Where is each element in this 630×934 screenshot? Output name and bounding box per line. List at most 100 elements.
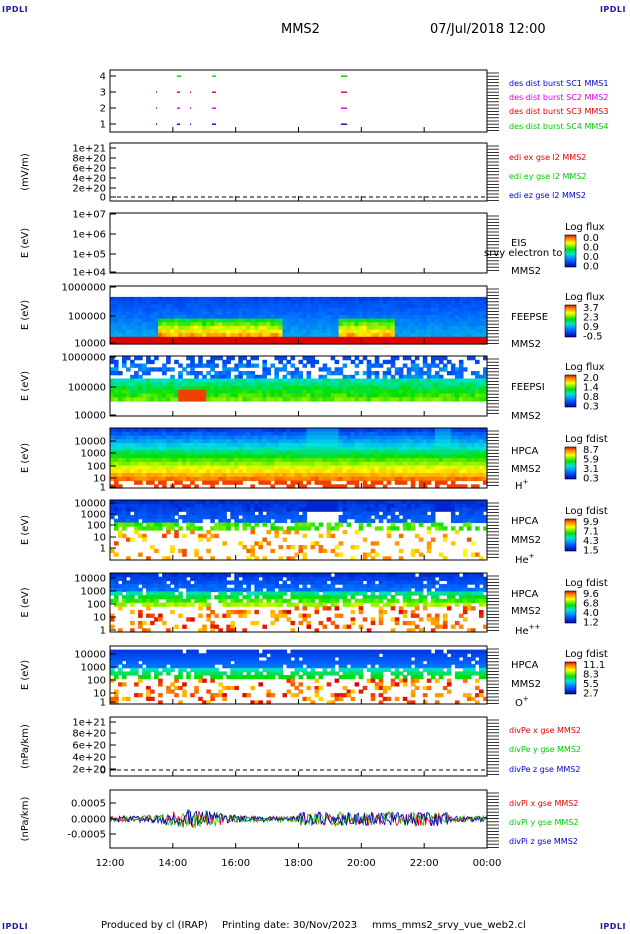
heat-cell xyxy=(390,461,396,467)
heat-cell xyxy=(398,584,404,589)
heat-cell xyxy=(475,307,480,312)
heat-cell xyxy=(354,307,360,312)
heat-cell xyxy=(310,458,316,463)
heat-cell xyxy=(130,329,135,334)
heat-cell xyxy=(410,465,416,470)
heat-cell xyxy=(114,526,119,531)
heat-cell xyxy=(238,473,243,478)
heat-cell xyxy=(166,386,171,391)
heat-cell xyxy=(390,300,396,305)
heat-cell xyxy=(290,545,296,550)
heat-cell xyxy=(322,454,328,459)
heat-cell xyxy=(162,443,167,448)
heat-cell xyxy=(282,386,288,391)
heat-cell xyxy=(150,476,155,482)
heat-cell xyxy=(246,602,251,607)
heat-cell xyxy=(406,602,412,607)
heat-cell xyxy=(382,325,388,331)
heat-cell xyxy=(238,480,243,485)
heat-cell xyxy=(154,484,159,489)
heat-cell xyxy=(314,507,320,512)
heat-cell xyxy=(318,443,324,448)
heat-cell xyxy=(378,465,384,470)
heat-cell xyxy=(483,518,488,524)
heat-cell xyxy=(230,458,235,463)
heat-cell xyxy=(342,443,348,448)
heat-cell xyxy=(174,530,179,535)
heat-cell xyxy=(270,595,275,600)
heat-cell xyxy=(386,576,392,581)
heat-cell xyxy=(326,322,332,327)
heat-cell xyxy=(462,300,468,305)
heat-cell xyxy=(154,340,159,345)
heat-cell xyxy=(306,371,312,376)
heat-cell xyxy=(358,576,364,581)
heat-cell xyxy=(262,428,267,433)
heat-cell xyxy=(178,584,183,589)
heat-cell xyxy=(130,476,135,482)
heat-cell xyxy=(246,465,251,470)
heat-cell xyxy=(222,576,227,581)
heat-cell xyxy=(310,500,316,505)
heat-cell xyxy=(114,587,119,593)
heat-cell xyxy=(230,340,235,345)
heat-cell xyxy=(430,393,436,398)
heat-cell xyxy=(234,446,239,452)
heat-cell xyxy=(318,296,324,302)
heat-cell xyxy=(158,584,163,589)
heat-cell xyxy=(242,431,247,437)
heat-cell xyxy=(282,397,288,402)
heat-cell xyxy=(214,500,219,505)
heat-cell xyxy=(162,500,167,505)
heat-cell xyxy=(274,507,279,512)
heat-cell xyxy=(410,613,416,618)
heat-cell xyxy=(162,620,167,626)
heat-cell xyxy=(158,613,163,618)
heat-cell xyxy=(250,325,255,331)
heat-cell xyxy=(190,389,195,395)
heat-cell xyxy=(471,515,476,520)
heat-cell xyxy=(126,469,131,474)
heat-cell xyxy=(370,461,376,467)
heat-cell xyxy=(418,587,424,593)
heat-cell xyxy=(138,300,143,305)
heat-cell xyxy=(170,595,175,600)
heat-cell xyxy=(142,340,147,345)
heat-cell xyxy=(398,458,404,463)
heat-cell xyxy=(338,443,344,448)
heat-cell xyxy=(202,458,207,463)
heat-cell xyxy=(254,576,259,581)
heat-cell xyxy=(110,307,115,312)
heat-cell xyxy=(246,503,251,509)
heat-cell xyxy=(130,598,135,604)
heat-cell xyxy=(330,300,336,305)
heat-cell xyxy=(462,518,468,524)
heat-cell xyxy=(479,374,484,380)
heat-cell xyxy=(182,333,187,338)
heat-cell xyxy=(378,382,384,387)
heat-cell xyxy=(466,311,472,316)
heat-cell xyxy=(426,304,432,309)
heat-cell xyxy=(410,450,416,455)
heat-cell xyxy=(122,431,127,437)
heat-cell xyxy=(342,461,348,467)
heat-cell xyxy=(250,484,255,489)
heat-cell xyxy=(202,480,207,485)
heat-cell xyxy=(122,533,127,539)
heat-cell xyxy=(390,518,396,524)
heat-cell xyxy=(302,526,308,531)
heat-cell xyxy=(398,548,404,554)
heat-cell xyxy=(138,503,143,509)
heat-cell xyxy=(246,307,251,312)
heat-cell xyxy=(338,503,344,509)
heat-cell xyxy=(322,325,328,331)
heat-cell xyxy=(370,435,376,440)
heat-cell xyxy=(394,340,400,345)
heat-cell xyxy=(458,518,464,524)
heat-cell xyxy=(266,450,271,455)
heat-cell xyxy=(278,461,283,467)
heat-cell xyxy=(350,382,356,387)
heat-cell xyxy=(358,450,364,455)
heat-cell xyxy=(346,624,352,629)
heat-cell xyxy=(414,446,420,452)
